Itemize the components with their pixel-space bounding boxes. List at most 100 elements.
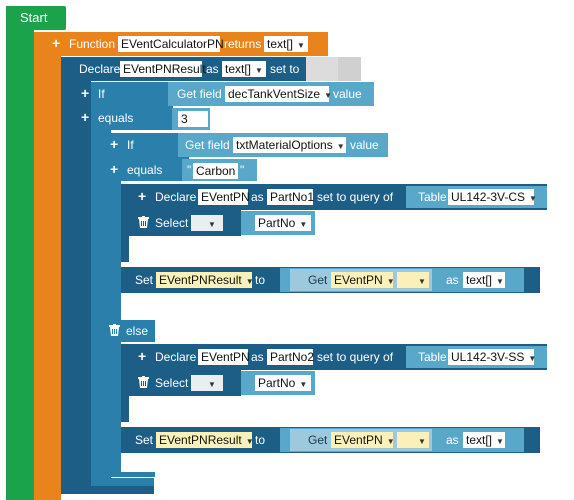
if1-equals-row — [91, 106, 173, 130]
branch2-set-target-value: EVentPNResult — [159, 433, 242, 447]
function-return-type-dropdown[interactable]: text[] ▼ — [264, 36, 308, 52]
start-label: Start — [20, 10, 48, 25]
branch2-get-index-dropdown[interactable]: ▼ — [397, 432, 429, 448]
chevron-down-icon: ▼ — [386, 277, 395, 286]
branch2-select-source-dropdown[interactable]: ▼ — [191, 375, 223, 391]
if1-value-label: value — [333, 87, 362, 101]
if1-field-dropdown[interactable]: decTankVentSize ▼ — [225, 86, 332, 102]
if2-equals-row — [111, 157, 189, 181]
branch1-declare-alias-field[interactable]: PartNo1 — [267, 189, 314, 205]
chevron-down-icon: ▼ — [297, 41, 305, 50]
chevron-down-icon: ▼ — [418, 437, 426, 446]
if1-equals-expand-icon[interactable]: + — [81, 109, 90, 125]
else-label: else — [126, 324, 149, 338]
if1-equals-label: equals — [98, 111, 134, 125]
chevron-down-icon: ▼ — [245, 277, 254, 286]
if1-equals-value-field[interactable]: 3 — [178, 111, 208, 127]
declare-result-set-to-label: set to — [270, 62, 300, 76]
branch1-declare-keyword: Declare — [155, 190, 197, 204]
declare-result-spine — [61, 57, 91, 494]
declare-result-type-value: text[] — [225, 62, 252, 76]
branch1-table-value: UL142-3V-CS — [451, 190, 526, 204]
declare-result-type-dropdown[interactable]: text[] ▼ — [222, 61, 266, 77]
branch2-set-to-query-label: set to query of — [317, 350, 394, 364]
branch1-select-label: Select — [155, 216, 189, 230]
branch2-declare-name-field[interactable]: EVentPN — [198, 349, 250, 365]
branch2-declare-footer — [121, 396, 129, 422]
branch1-select-delete-icon[interactable] — [138, 216, 149, 228]
chevron-down-icon: ▼ — [208, 380, 216, 389]
if1-field-value: decTankVentSize — [228, 87, 321, 101]
branch1-declare-expand-icon[interactable]: + — [138, 188, 147, 204]
declare-result-value-slot[interactable] — [306, 57, 338, 81]
branch1-select-field-dropdown[interactable]: PartNo ▼ — [255, 215, 311, 231]
function-expand-icon[interactable]: + — [52, 35, 61, 51]
chevron-down-icon: ▼ — [496, 277, 504, 286]
branch1-get-var-value: EVentPN — [334, 273, 383, 287]
if2-open-quote: " — [187, 163, 192, 177]
declare-result-keyword: Declare — [79, 62, 121, 76]
branch1-select-source-dropdown[interactable]: ▼ — [191, 215, 223, 231]
branch1-declare-as-label: as — [251, 190, 264, 204]
branch1-declare-footer — [121, 236, 129, 262]
branch2-set-target-dropdown[interactable]: EVentPNResult ▼ — [156, 432, 254, 448]
if1-block-spine — [91, 82, 111, 486]
branch1-cast-type-dropdown[interactable]: text[] ▼ — [463, 272, 505, 288]
if1-get-field-label: Get field — [177, 87, 222, 101]
branch1-get-var-dropdown[interactable]: EVentPN ▼ — [331, 272, 395, 288]
if2-else-row — [111, 320, 155, 342]
chevron-down-icon: ▼ — [324, 91, 332, 100]
chevron-down-icon: ▼ — [208, 220, 216, 229]
branch2-table-dropdown[interactable]: UL142-3V-SS ▼ — [448, 349, 537, 365]
chevron-down-icon: ▼ — [529, 194, 537, 203]
chevron-down-icon: ▼ — [299, 220, 308, 229]
if2-field-value: txtMaterialOptions — [236, 138, 333, 152]
branch2-get-var-dropdown[interactable]: EVentPN ▼ — [331, 432, 395, 448]
if2-equals-expand-icon[interactable]: + — [110, 161, 119, 177]
chevron-down-icon: ▼ — [386, 437, 395, 446]
if2-close-quote: " — [240, 163, 245, 177]
branch2-cast-type-dropdown[interactable]: text[] ▼ — [463, 432, 505, 448]
chevron-down-icon: ▼ — [496, 437, 504, 446]
branch1-set-to-query-label: set to query of — [317, 190, 394, 204]
if2-block[interactable] — [111, 133, 189, 157]
if2-value-label: value — [350, 138, 379, 152]
chevron-down-icon: ▼ — [299, 380, 308, 389]
branch1-set-keyword: Set — [135, 273, 154, 287]
branch2-table-label: Table — [418, 350, 447, 364]
branch2-select-delete-icon[interactable] — [138, 376, 149, 388]
chevron-down-icon: ▼ — [418, 277, 426, 286]
if1-footer — [91, 478, 154, 486]
branch1-set-target-dropdown[interactable]: EVentPNResult ▼ — [156, 272, 254, 288]
branch2-cast-type-value: text[] — [466, 433, 493, 447]
if2-equals-value-field[interactable]: Carbon — [193, 163, 238, 179]
branch1-set-target-value: EVentPNResult — [159, 273, 242, 287]
branch1-cast-type-value: text[] — [466, 273, 493, 287]
if2-equals-label: equals — [127, 163, 163, 177]
if2-expand-icon[interactable]: + — [110, 136, 119, 152]
start-block-spine — [6, 6, 34, 500]
branch2-select-field-dropdown[interactable]: PartNo ▼ — [255, 375, 311, 391]
chevron-down-icon: ▼ — [528, 354, 537, 363]
if2-get-field-label: Get field — [185, 138, 230, 152]
branch1-get-label: Get — [308, 273, 328, 287]
branch1-select-field-value: PartNo — [258, 216, 296, 230]
branch2-declare-expand-icon[interactable]: + — [138, 348, 147, 364]
function-return-type-value: text[] — [267, 37, 294, 51]
branch1-set-to-label: to — [255, 273, 266, 287]
chevron-down-icon: ▼ — [255, 66, 263, 75]
function-keyword: Function — [69, 37, 116, 51]
declare-result-name-field[interactable]: EVentPNResult — [120, 61, 206, 77]
function-name-field[interactable]: EVentCalculatorPN — [118, 36, 224, 52]
if1-expand-icon[interactable]: + — [81, 85, 90, 101]
branch2-select-field-value: PartNo — [258, 376, 296, 390]
branch2-get-label: Get — [308, 433, 328, 447]
if2-block-spine — [111, 133, 121, 477]
else-delete-icon[interactable] — [109, 324, 120, 336]
branch1-table-dropdown[interactable]: UL142-3V-CS ▼ — [448, 189, 537, 205]
branch1-declare-name-field[interactable]: EVentPN — [198, 189, 250, 205]
chevron-down-icon: ▼ — [336, 142, 345, 151]
branch2-declare-alias-field[interactable]: PartNo2 — [267, 349, 314, 365]
if2-field-dropdown[interactable]: txtMaterialOptions ▼ — [233, 137, 346, 153]
branch1-get-index-dropdown[interactable]: ▼ — [397, 272, 429, 288]
